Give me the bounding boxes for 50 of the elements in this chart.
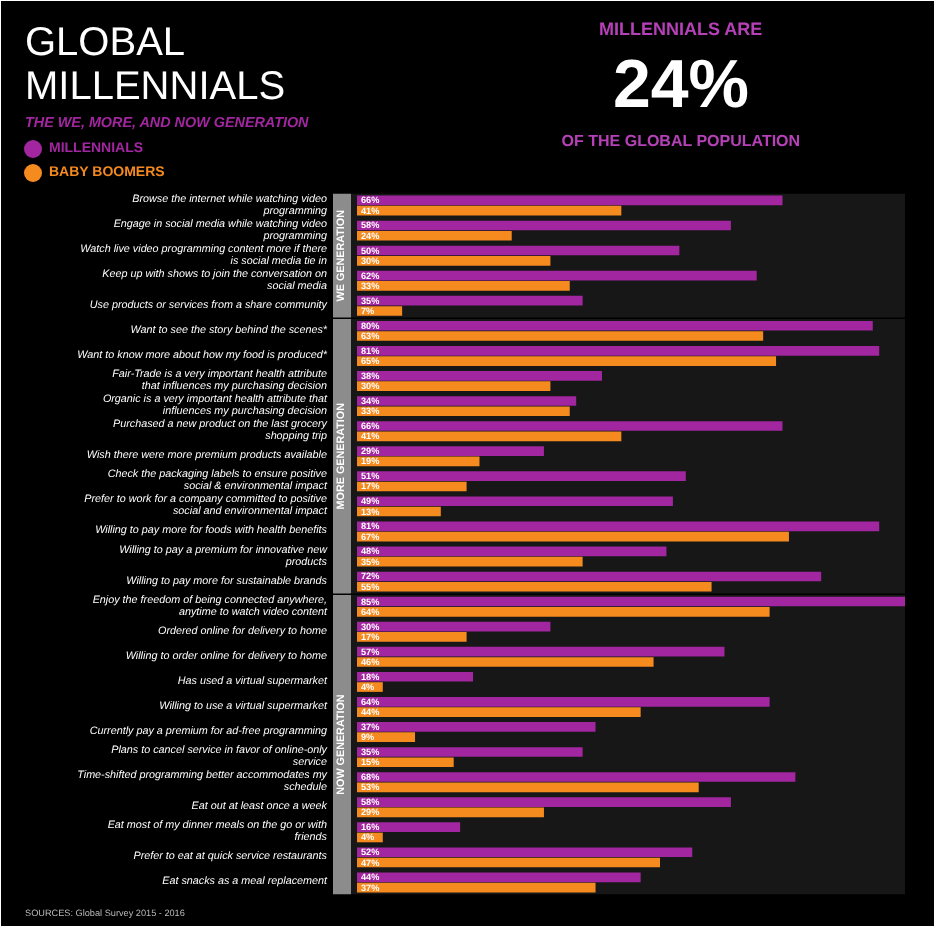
bar xyxy=(357,747,583,757)
bar xyxy=(357,381,551,392)
bar xyxy=(357,632,467,642)
bar xyxy=(357,396,577,406)
bar xyxy=(357,431,622,442)
bar xyxy=(357,772,796,782)
bar xyxy=(357,872,641,883)
bar xyxy=(357,345,880,356)
bar xyxy=(357,331,764,341)
bar xyxy=(357,722,596,732)
bar xyxy=(357,421,783,431)
bar xyxy=(357,556,583,567)
bar xyxy=(357,356,777,366)
text: OF THE GLOBAL POPULATION xyxy=(561,132,801,150)
bar xyxy=(357,671,474,682)
bar xyxy=(357,546,667,557)
bar xyxy=(357,255,551,266)
bar xyxy=(357,596,905,607)
bar xyxy=(357,571,822,582)
bar xyxy=(357,531,789,542)
bar xyxy=(357,245,680,256)
bar xyxy=(357,496,673,507)
bar xyxy=(357,797,731,807)
bar xyxy=(357,606,770,617)
bar xyxy=(357,822,461,833)
chart-title: GLOBAL MILLENNIALS xyxy=(25,21,286,109)
bar xyxy=(357,696,770,707)
bar xyxy=(357,230,512,241)
bar xyxy=(357,446,544,456)
bar xyxy=(357,857,661,868)
text: MILLENNIALS ARE xyxy=(599,19,763,39)
bar xyxy=(357,295,583,306)
bar xyxy=(357,646,725,657)
bar xyxy=(357,371,602,381)
bar xyxy=(357,707,641,717)
text: 24% xyxy=(612,47,750,123)
bar xyxy=(357,471,686,482)
bar xyxy=(357,406,570,417)
bar xyxy=(357,847,693,858)
bar xyxy=(357,205,622,216)
bar xyxy=(357,521,880,532)
bar xyxy=(357,270,757,281)
bar xyxy=(357,657,654,667)
bar xyxy=(357,782,699,793)
bar xyxy=(357,220,731,231)
bar xyxy=(357,195,783,206)
bar xyxy=(357,281,570,291)
bar xyxy=(357,320,873,331)
bar xyxy=(357,581,712,592)
bar xyxy=(357,757,454,768)
